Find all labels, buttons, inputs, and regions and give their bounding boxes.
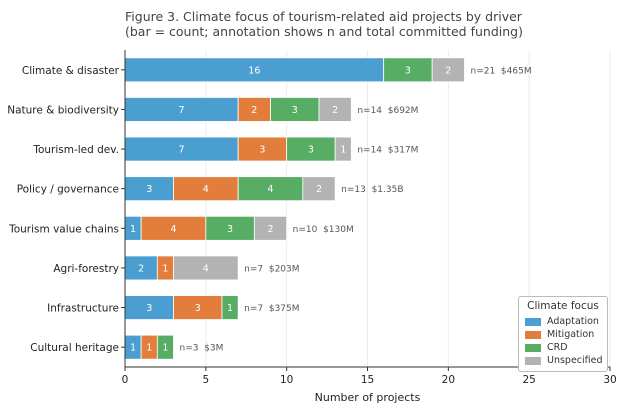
bar-segment (124, 295, 174, 320)
x-tick-label: 20 (442, 374, 455, 386)
legend-entry: Adaptation (525, 315, 601, 328)
data-label: 2 (316, 184, 322, 195)
legend-title: Climate focus (527, 300, 599, 312)
bar-annotation: n=13 $1.35B (341, 185, 403, 195)
bar-segment (237, 176, 304, 202)
bar-segment (431, 57, 465, 83)
bar-segment (124, 255, 158, 281)
bar-segment (173, 255, 239, 281)
legend-label: Unspecified (547, 355, 603, 366)
data-label: 2 (332, 105, 338, 116)
x-axis-title: Number of projects (315, 391, 421, 404)
data-label: 1 (227, 303, 233, 314)
data-label: 4 (203, 263, 209, 274)
bar-segment (156, 334, 174, 360)
bar-annotation: n=10 $130M (293, 225, 354, 235)
data-label: 1 (162, 343, 168, 354)
data-label: 16 (248, 65, 260, 76)
data-label: 1 (162, 263, 168, 274)
bar-segment (383, 57, 433, 83)
data-label: 3 (227, 224, 233, 235)
bar-annotation: n=21 $465M (471, 66, 532, 76)
data-label: 3 (308, 145, 314, 156)
legend-label: Mitigation (547, 329, 595, 340)
data-label: 4 (170, 224, 176, 235)
category-label: Cultural heritage (30, 342, 119, 354)
data-label: 7 (179, 105, 185, 116)
bar-segment (253, 215, 288, 241)
bar-annotation: n=14 $692M (357, 106, 418, 116)
bar-segment (173, 176, 239, 202)
data-label: 7 (179, 145, 185, 156)
category-label: Tourism-led dev. (32, 144, 119, 156)
data-label: 2 (251, 105, 257, 116)
legend-swatch (525, 356, 541, 365)
bar-segment (270, 97, 320, 122)
bar-segment (334, 136, 352, 162)
category-label: Tourism value chains (8, 223, 119, 235)
data-label: 3 (292, 105, 298, 116)
bar-segment (237, 136, 288, 162)
bar-segment (140, 215, 207, 241)
x-tick-label: 30 (603, 374, 616, 386)
data-label: 2 (267, 224, 273, 235)
data-label: 3 (259, 145, 265, 156)
data-label: 2 (138, 263, 144, 274)
category-label: Infrastructure (47, 303, 119, 315)
bar-segment (286, 136, 336, 162)
data-label: 1 (146, 343, 152, 354)
x-tick-label: 10 (280, 374, 293, 386)
bar-annotation: n=14 $317M (357, 146, 418, 156)
bar-segment (173, 295, 223, 320)
category-label: Nature & biodiversity (7, 104, 119, 116)
x-tick-label: 15 (361, 374, 374, 386)
data-label: 3 (405, 65, 411, 76)
chart-title-block: Figure 3. Climate focus of tourism-relat… (125, 9, 523, 39)
bar-segment (237, 97, 271, 122)
legend-label: Adaptation (547, 316, 599, 327)
data-label: 2 (445, 65, 451, 76)
legend-swatch (525, 343, 541, 352)
x-tick-label: 0 (122, 374, 129, 386)
bar-annotation: n=7 $203M (244, 264, 299, 274)
bar-segment (221, 295, 239, 320)
bar-annotation: n=7 $375M (244, 304, 299, 314)
bar-segment (302, 176, 336, 202)
category-label: Climate & disaster (22, 65, 120, 77)
data-label: 1 (130, 224, 136, 235)
chart-subtitle: (bar = count; annotation shows n and tot… (125, 24, 523, 39)
data-label: 4 (267, 184, 273, 195)
bar-segment (318, 97, 352, 122)
legend-swatch (525, 330, 541, 339)
bar-annotation: n=3 $3M (180, 344, 224, 354)
bar-segment (205, 215, 255, 241)
chart-title: Figure 3. Climate focus of tourism-relat… (125, 9, 522, 24)
legend-swatch (525, 317, 541, 326)
x-tick-label: 5 (202, 374, 209, 386)
x-tick-label: 25 (522, 374, 535, 386)
data-label: 4 (203, 184, 209, 195)
data-label: 1 (130, 343, 136, 354)
legend: Climate focus Adaptation Mitigation CRD Uns… (518, 296, 608, 372)
data-label: 3 (146, 184, 152, 195)
category-label: Agri-forestry (53, 263, 119, 275)
legend-entry: Unspecified (525, 354, 603, 367)
legend-label: CRD (547, 342, 568, 353)
category-label: Policy / governance (17, 184, 119, 196)
legend-entry: CRD (525, 341, 601, 354)
data-label: 1 (340, 145, 346, 156)
data-label: 3 (195, 303, 201, 314)
data-label: 3 (146, 303, 152, 314)
legend-entry: Mitigation (525, 328, 601, 341)
